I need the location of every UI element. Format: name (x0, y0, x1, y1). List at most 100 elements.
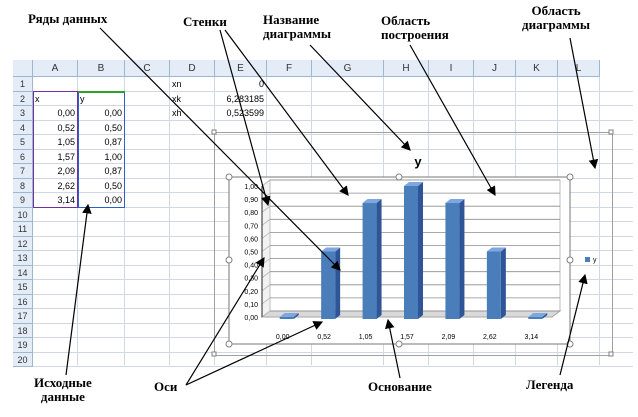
bar[interactable] (528, 317, 543, 319)
cell-x-value[interactable]: 1,05 (57, 137, 75, 147)
bar-top[interactable] (362, 199, 382, 204)
row-header-15[interactable]: 15 (13, 280, 33, 295)
annotation-walls: Стенки (183, 14, 227, 29)
annotation-source-data-line1: Исходные (34, 375, 92, 390)
bar-side[interactable] (293, 313, 299, 319)
annotation-plot-area: Область построения (381, 14, 449, 42)
bar[interactable] (279, 317, 294, 319)
plot-area-handle (395, 340, 403, 348)
y-tick-label: 0,50 (244, 250, 258, 257)
cell-x-value[interactable]: 1,57 (57, 151, 75, 162)
y-tick-label: 0,20 (244, 289, 258, 296)
plot-area-handle (566, 340, 574, 348)
plot-area-handle (566, 173, 574, 181)
chart-area-handle (608, 351, 614, 357)
row-header-14[interactable]: 14 (13, 265, 33, 280)
column-header-a[interactable]: A (33, 60, 78, 77)
cell-x-value[interactable]: 2,09 (57, 166, 75, 176)
cell-a2[interactable]: x (35, 93, 40, 104)
row-header-12[interactable]: 12 (13, 236, 33, 251)
row-header-11[interactable]: 11 (13, 222, 33, 237)
row-header-13[interactable]: 13 (13, 251, 33, 266)
bar[interactable] (486, 251, 501, 320)
annotation-data-series: Ряды данных (28, 11, 108, 26)
bar-top[interactable] (279, 313, 299, 317)
bar[interactable] (445, 203, 460, 319)
bar[interactable] (404, 186, 418, 319)
legend-swatch[interactable] (585, 257, 590, 262)
x-tick-label: 0,52 (317, 334, 331, 341)
row-header-4[interactable]: 4 (13, 120, 33, 135)
x-tick-label: 2,62 (483, 334, 497, 341)
row-header-3[interactable]: 3 (13, 106, 33, 121)
y-tick-label: 0,40 (244, 263, 258, 270)
bar-side[interactable] (542, 313, 548, 319)
cell-x-value[interactable]: 0,52 (57, 122, 75, 133)
row-header-5[interactable]: 5 (13, 135, 33, 150)
bar-side[interactable] (418, 182, 423, 319)
row-header-8[interactable]: 8 (13, 178, 33, 193)
row-header-10[interactable]: 10 (13, 207, 33, 222)
annotation-chart-area: Область диаграммы (522, 4, 590, 32)
row-header-20[interactable]: 20 (13, 352, 33, 367)
annotation-plot-area-line2: построения (381, 27, 449, 42)
select-all-corner[interactable] (13, 60, 33, 77)
row-header-17[interactable]: 17 (13, 309, 33, 324)
plot-area-handle (395, 173, 403, 181)
grid-line (33, 351, 633, 353)
cell-x-value[interactable]: 2,62 (57, 180, 75, 191)
row-header-6[interactable]: 6 (13, 149, 33, 164)
y-tick-label: 0,80 (244, 210, 258, 217)
cell-b2[interactable]: y (80, 93, 85, 104)
bar-side[interactable] (376, 199, 382, 319)
x-tick-label: 0,00 (276, 334, 290, 341)
cell-x-value[interactable]: 0,00 (57, 108, 75, 118)
y-tick-label: 0,00 (244, 315, 258, 322)
annotation-chart-title-line2: диаграммы (263, 26, 332, 41)
bar-top[interactable] (486, 247, 506, 252)
y-tick-label: 0,90 (244, 197, 258, 204)
annotation-chart-title-line1: Название (263, 12, 320, 27)
annotation-axes: Оси (154, 379, 178, 394)
annotation-chart-area-line1: Область (531, 3, 581, 18)
bar[interactable] (321, 251, 336, 320)
bar-top[interactable] (445, 199, 465, 204)
chart-area-handle (608, 129, 614, 135)
row-header-1[interactable]: 1 (13, 77, 33, 92)
row-header-19[interactable]: 19 (13, 338, 33, 353)
row-header-7[interactable]: 7 (13, 164, 33, 179)
annotation-plot-area-line1: Область (381, 13, 431, 28)
row-header-16[interactable]: 16 (13, 294, 33, 309)
plot-area-handle (225, 340, 233, 348)
annotation-chart-area-line2: диаграммы (522, 17, 591, 32)
y-tick-label: 1,00 (244, 184, 258, 191)
annotation-floor: Основание (368, 379, 432, 394)
chart-title[interactable]: y (414, 154, 422, 169)
column-header-k[interactable]: K (516, 60, 558, 77)
plot-area-handle (566, 256, 574, 264)
grid-line (33, 366, 633, 367)
bar-side[interactable] (500, 247, 506, 320)
annotation-source-data-line2: данные (40, 389, 85, 404)
cell-x-value[interactable]: 3,14 (57, 195, 75, 205)
row-header-2[interactable]: 2 (13, 91, 33, 106)
legend-label[interactable]: y (593, 257, 597, 264)
chart-area-handle (211, 351, 217, 357)
y-tick-label: 0,30 (244, 276, 258, 283)
plot-area-handle (225, 256, 233, 264)
annotation-chart-title: Название диаграммы (263, 13, 331, 41)
bar-top[interactable] (528, 313, 548, 317)
x-tick-label: 2,09 (442, 334, 456, 341)
row-header-18[interactable]: 18 (13, 323, 33, 338)
x-tick-label: 1,57 (400, 334, 414, 341)
annotation-source-data: Исходные данные (34, 376, 92, 404)
plot-area-handle (225, 173, 233, 181)
bar-side[interactable] (335, 247, 341, 320)
bar[interactable] (362, 203, 377, 319)
range-x-selection (33, 90, 78, 208)
y-tick-label: 0,70 (244, 223, 258, 230)
row-header-9[interactable]: 9 (13, 193, 33, 208)
bar-side[interactable] (459, 199, 465, 319)
y-tick-label: 0,10 (244, 302, 258, 309)
